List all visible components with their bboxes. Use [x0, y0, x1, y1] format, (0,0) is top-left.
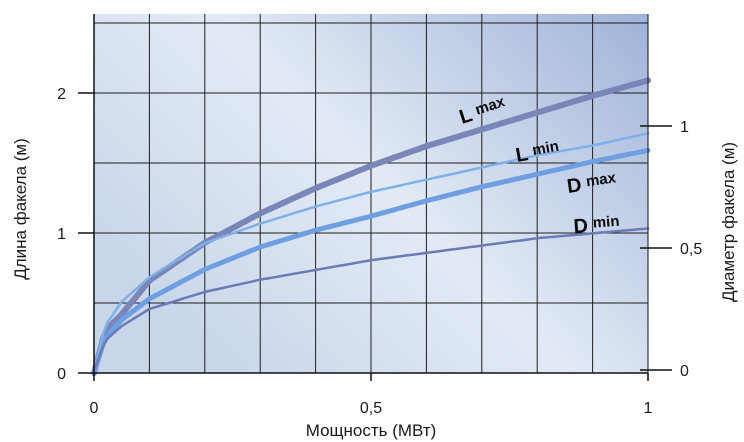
curve-d-max	[92, 132, 650, 372]
curve-l-min	[91, 147, 651, 376]
x-tick-label: 1	[644, 400, 653, 417]
axes	[78, 14, 672, 381]
y2-tick-label: 0	[680, 363, 689, 380]
y-tick-label: 1	[57, 226, 66, 243]
curve-label-subscript: min	[531, 138, 560, 159]
curve-label-subscript: min	[592, 213, 620, 232]
y2-axis-title: Диаметр факела (м)	[719, 142, 738, 302]
y-tick-label: 2	[57, 86, 66, 103]
y2-tick-label: 1	[680, 119, 689, 136]
y-axis-title: Длина факела (м)	[11, 138, 30, 280]
x-tick-label: 0,5	[360, 400, 382, 417]
curve-label-subscript: max	[585, 169, 618, 190]
curve-label-l-min: Lmin	[514, 138, 561, 167]
y-tick-label: 0	[57, 366, 66, 383]
y2-tick-label: 0,5	[680, 241, 702, 258]
x-axis-title: Мощность (МВт)	[306, 421, 437, 440]
curve-label-letter: L	[514, 143, 530, 167]
x-tick-label: 0	[90, 400, 99, 417]
curve-label-letter: D	[566, 174, 583, 198]
curve-d-min	[92, 227, 650, 372]
curve-label-letter: D	[573, 215, 589, 238]
tick-labels: 0 1 2 0 0,5 1 0 0,5 1	[57, 86, 702, 417]
curves	[91, 77, 651, 376]
